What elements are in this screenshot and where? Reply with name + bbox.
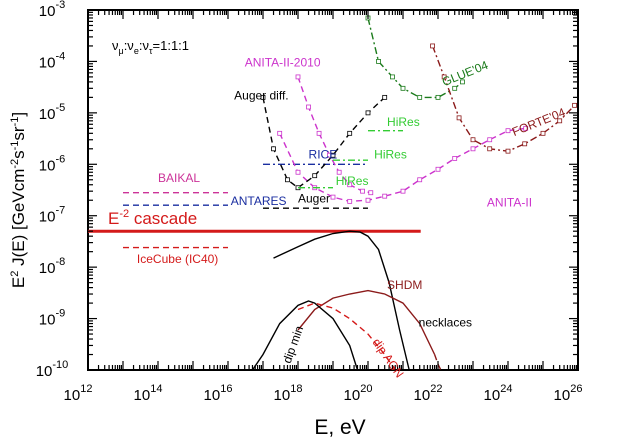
series-marker [285, 177, 290, 183]
series-marker [557, 118, 563, 124]
annotation-label: HiRes [336, 174, 369, 188]
series-line-9 [367, 17, 463, 99]
series-marker [400, 188, 406, 194]
x-axis-title: E, eV [314, 416, 365, 439]
series-marker [505, 128, 511, 134]
series-marker [271, 146, 276, 152]
series-marker [452, 85, 458, 91]
x-tick-label: 1016 [204, 383, 233, 404]
series-marker [360, 188, 365, 194]
annotation-label: Auger [298, 192, 330, 206]
annotation-label: IceCube (IC40) [137, 252, 218, 266]
series-line-10 [431, 45, 576, 152]
series-line-15 [297, 289, 436, 355]
series-marker [376, 59, 381, 64]
series-marker [330, 152, 336, 158]
series-marker [368, 190, 374, 196]
series-line-6 [279, 127, 526, 203]
y-tick-label: 10-5 [39, 102, 65, 123]
series-marker [452, 156, 458, 161]
x-tick-label: 1020 [344, 383, 373, 404]
flavor-ratio-note: νμ:νe:ντ=1:1:1 [112, 38, 189, 56]
plot-frame-layer [87, 9, 579, 371]
x-tick-label: 1012 [64, 383, 93, 404]
series-marker [417, 94, 423, 100]
series-marker [435, 94, 441, 100]
series-marker [430, 43, 435, 49]
series-marker [336, 169, 342, 175]
annotation-label: RICE [309, 147, 338, 161]
series-marker [365, 110, 371, 116]
series-marker [400, 85, 406, 91]
annotation-label: dip AGN [370, 336, 407, 381]
ticks-layer: 1012 1014 1016 1018 1020 1022 1024 1026 10-10 10-… [36, 0, 583, 404]
y-tick-label: 10-7 [39, 205, 65, 226]
series-marker [487, 146, 493, 152]
y-tick-label: 10-4 [39, 50, 65, 71]
series-marker [523, 125, 529, 131]
x-tick-label: 1022 [414, 383, 443, 404]
series-marker [456, 115, 462, 121]
series-marker [330, 194, 336, 200]
annotation-label: BAIKAL [158, 171, 200, 185]
plot-frame [87, 9, 579, 371]
series-marker [572, 102, 578, 108]
series-marker [460, 79, 465, 85]
series-marker [347, 182, 353, 188]
cascade-label: E-2 cascade [108, 208, 197, 228]
series-marker [306, 104, 311, 110]
y-tick-label: 10-10 [36, 359, 69, 380]
series-marker [417, 177, 423, 183]
annotation-label: GLUE'04 [440, 58, 490, 89]
series-marker [540, 130, 546, 136]
series-marker [347, 130, 353, 136]
annotation-label: ANITA-II-2010 [245, 55, 321, 69]
series-line-17 [251, 300, 359, 371]
x-tick-label: 1026 [554, 383, 583, 404]
y-tick-label: 10-9 [39, 308, 65, 329]
series-marker [382, 94, 388, 100]
x-tick-label: 1014 [134, 383, 163, 404]
series-marker [470, 146, 476, 152]
annotation-label: HiRes [374, 147, 407, 161]
annotation-label: ANTARES [231, 194, 287, 208]
annotation-label: dip min [280, 324, 306, 365]
series-marker [435, 166, 441, 172]
series-marker [470, 137, 476, 143]
series-marker [260, 94, 266, 100]
y-axis-title: E2 J(E) [GeVcm-2s-1sr-1] [9, 112, 28, 288]
annotation-label: HiRes [387, 115, 420, 129]
y-tick-label: 10-3 [39, 0, 65, 20]
series-marker [347, 198, 353, 204]
series-marker [312, 173, 318, 179]
series-marker [382, 193, 388, 199]
series-marker [505, 148, 511, 154]
series-marker [295, 74, 301, 80]
series-marker [365, 197, 371, 203]
y-tick-label: 10-6 [39, 153, 65, 174]
series-marker [277, 130, 283, 136]
annotation-label: necklaces [419, 316, 472, 330]
x-tick-label: 1024 [484, 383, 513, 404]
annotation-label: Auger diff. [234, 89, 288, 103]
series-marker [316, 130, 322, 136]
series-marker [487, 137, 493, 143]
series-marker [522, 141, 528, 147]
y-tick-label: 10-8 [39, 256, 65, 277]
annotation-label: SHDM [387, 278, 422, 292]
series-marker [390, 74, 395, 80]
series-marker [295, 169, 301, 175]
x-tick-label: 1018 [274, 383, 303, 404]
annotation-label: ANITA-II [487, 196, 532, 210]
series-marker [441, 74, 447, 80]
series-layer [88, 15, 578, 371]
